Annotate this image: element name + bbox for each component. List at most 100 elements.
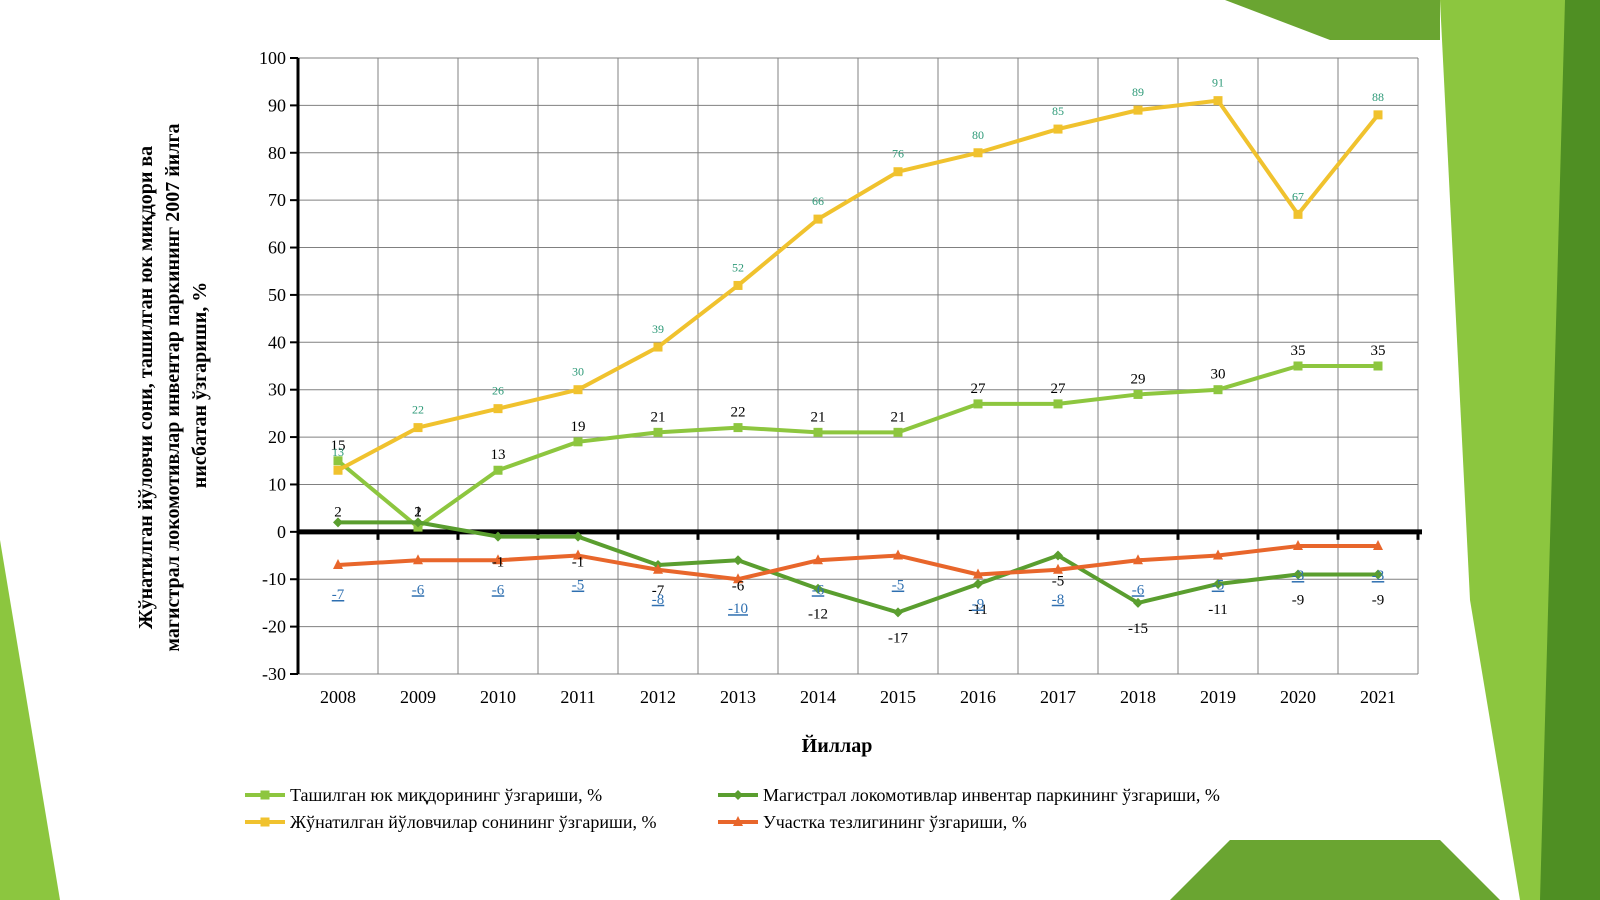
series-3-point-2020 bbox=[1293, 540, 1303, 551]
data-label-s2-2011: 30 bbox=[572, 365, 584, 379]
deco-shape-left bbox=[0, 540, 60, 900]
series-2-point-2018 bbox=[1133, 105, 1143, 115]
x-axis-title: Йиллар bbox=[802, 734, 873, 757]
y-tick-label-4: 10 bbox=[268, 474, 286, 494]
data-label-s1-2010: -1 bbox=[492, 555, 505, 571]
data-label-s2-2015: 76 bbox=[892, 147, 904, 161]
data-label-s2-2010: 26 bbox=[492, 384, 504, 398]
data-label-s0-2008: 15 bbox=[331, 438, 346, 454]
data-label-s1-2016: -11 bbox=[968, 602, 987, 618]
y-tick-label-9: 60 bbox=[268, 238, 286, 258]
series-line-2 bbox=[337, 98, 1380, 473]
data-label-s1-2021: -9 bbox=[1372, 592, 1385, 608]
y-tick-label-2: -10 bbox=[262, 569, 286, 589]
data-label-s3-2019: -5 bbox=[1212, 578, 1225, 594]
y-tick-label-0: -30 bbox=[262, 664, 286, 684]
x-tick-label-2018: 2018 bbox=[1120, 687, 1156, 707]
y-tick-label-7: 40 bbox=[268, 332, 286, 352]
series-1-point-2018 bbox=[1133, 597, 1143, 608]
series-2-point-2013 bbox=[733, 280, 743, 290]
y-tick-labels: -30 -20 -10 0 10 20 30 40 50 60 70 80 90 100 bbox=[259, 48, 286, 684]
series-0-point-2012 bbox=[653, 427, 663, 437]
deco-shape-right-dark bbox=[1540, 0, 1600, 900]
series-2-point-2009 bbox=[413, 423, 423, 433]
x-tick-label-2015: 2015 bbox=[880, 687, 916, 707]
data-label-s0-2012: 21 bbox=[651, 409, 666, 425]
data-label-s3-2010: -6 bbox=[492, 582, 505, 598]
x-tick-label-2020: 2020 bbox=[1280, 687, 1316, 707]
data-label-s1-2020: -9 bbox=[1292, 592, 1305, 608]
x-tick-label-2019: 2019 bbox=[1200, 687, 1236, 707]
data-label-s3-2016: -9 bbox=[972, 596, 985, 612]
axes bbox=[290, 57, 1422, 675]
series-1-point-2008 bbox=[333, 517, 343, 528]
series-3-point-2011 bbox=[573, 549, 583, 560]
data-label-s3-2015: -5 bbox=[892, 578, 905, 594]
data-label-s3-2011: -5 bbox=[572, 578, 585, 594]
series-3-point-2014 bbox=[813, 554, 823, 565]
x-tick-label-2017: 2017 bbox=[1040, 687, 1076, 707]
legend: Ташилган юк миқдорининг ўзгариши, % Магис… bbox=[245, 785, 1220, 832]
y-tick-label-13: 100 bbox=[259, 48, 286, 68]
data-label-s1-2013: -6 bbox=[732, 578, 745, 594]
data-label-s2-2020: 67 bbox=[1292, 189, 1304, 203]
data-label-s0-2013: 22 bbox=[731, 405, 746, 421]
x-tick-label-2011: 2011 bbox=[560, 687, 595, 707]
data-label-s3-2013: -10 bbox=[728, 601, 748, 617]
series-3-point-2019 bbox=[1213, 549, 1223, 560]
x-tick-label-2021: 2021 bbox=[1360, 687, 1396, 707]
y-tick-label-11: 80 bbox=[268, 143, 286, 163]
data-label-s2-2009: 22 bbox=[412, 403, 424, 417]
deco-shape-bottom-right bbox=[1170, 840, 1500, 900]
data-label-s1-2017: -5 bbox=[1052, 574, 1065, 590]
x-tick-label-2016: 2016 bbox=[960, 687, 996, 707]
series-0-point-2013 bbox=[733, 423, 743, 433]
series-3-point-2015 bbox=[893, 549, 903, 560]
series-1-point-2010 bbox=[493, 531, 503, 542]
series-3-point-2021 bbox=[1373, 540, 1383, 551]
series-2-point-2019 bbox=[1213, 96, 1223, 106]
data-label-s1-2014: -12 bbox=[808, 607, 828, 623]
data-label-s3-2009: -6 bbox=[412, 582, 425, 598]
data-label-s1-2015: -17 bbox=[888, 630, 908, 646]
y-axis-title-line-2: магистрал локомотивлар инвентар паркинин… bbox=[162, 123, 184, 651]
data-label-s0-2014: 21 bbox=[811, 409, 826, 425]
y-tick-label-5: 20 bbox=[268, 427, 286, 447]
data-label-s3-2017: -8 bbox=[1052, 592, 1065, 608]
series-2-point-2014 bbox=[813, 214, 823, 224]
x-tick-labels: 2008 2009 2010 2011 2012 2013 2014 2015 2016 2017… bbox=[320, 687, 1396, 707]
data-label-s3-2014: -6 bbox=[812, 582, 825, 598]
series-0-point-2008 bbox=[333, 456, 343, 466]
y-tick-label-1: -20 bbox=[262, 617, 286, 637]
x-tick-label-2008: 2008 bbox=[320, 687, 356, 707]
data-label-s0-2016: 27 bbox=[971, 381, 987, 397]
data-label-s0-2021: 35 bbox=[1371, 343, 1386, 359]
y-axis-title-line-3: нисбатан ўзгариши, % bbox=[189, 282, 211, 488]
series-1-point-2015 bbox=[893, 607, 903, 618]
series-2-point-2011 bbox=[573, 385, 583, 395]
series-0-point-2018 bbox=[1133, 389, 1143, 399]
series-3-point-2017 bbox=[1053, 563, 1063, 574]
series-2-point-2016 bbox=[973, 148, 983, 158]
series-3-point-2013 bbox=[733, 573, 743, 584]
data-label-s2-2017: 85 bbox=[1052, 104, 1064, 118]
series-1-point-2019 bbox=[1213, 578, 1223, 589]
data-label-s3-2018: -6 bbox=[1132, 582, 1145, 598]
series-1-point-2021 bbox=[1373, 569, 1383, 580]
series-0-point-2014 bbox=[813, 427, 823, 437]
series-0-point-2010 bbox=[493, 465, 503, 475]
series-1-point-2017 bbox=[1053, 550, 1063, 561]
y-tick-label-8: 50 bbox=[268, 285, 286, 305]
data-label-s3-2008: -7 bbox=[332, 587, 345, 603]
series-3-point-2008 bbox=[333, 559, 343, 570]
series-2-point-2012 bbox=[653, 342, 663, 352]
series-2-point-2017 bbox=[1053, 124, 1063, 134]
data-label-s0-2017: 27 bbox=[1051, 381, 1067, 397]
x-tick-label-2014: 2014 bbox=[800, 687, 836, 707]
y-axis-title: Жўнатилган йўловчи сони, ташилган юк миқ… bbox=[135, 118, 211, 651]
series-0-point-2011 bbox=[573, 437, 583, 447]
y-axis-title-line-1: Жўнатилган йўловчи сони, ташилган юк миқ… bbox=[135, 146, 157, 629]
series-0-point-2021 bbox=[1373, 361, 1383, 371]
data-label-s0-2009: 1 bbox=[414, 504, 422, 520]
